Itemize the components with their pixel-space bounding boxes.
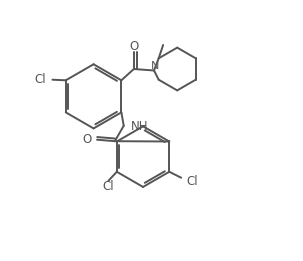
Text: O: O <box>129 40 138 53</box>
Text: NH: NH <box>131 120 149 133</box>
Text: Cl: Cl <box>187 175 198 188</box>
Text: O: O <box>82 133 92 146</box>
Text: Cl: Cl <box>34 73 45 86</box>
Text: N: N <box>151 61 159 71</box>
Text: Cl: Cl <box>102 180 114 193</box>
